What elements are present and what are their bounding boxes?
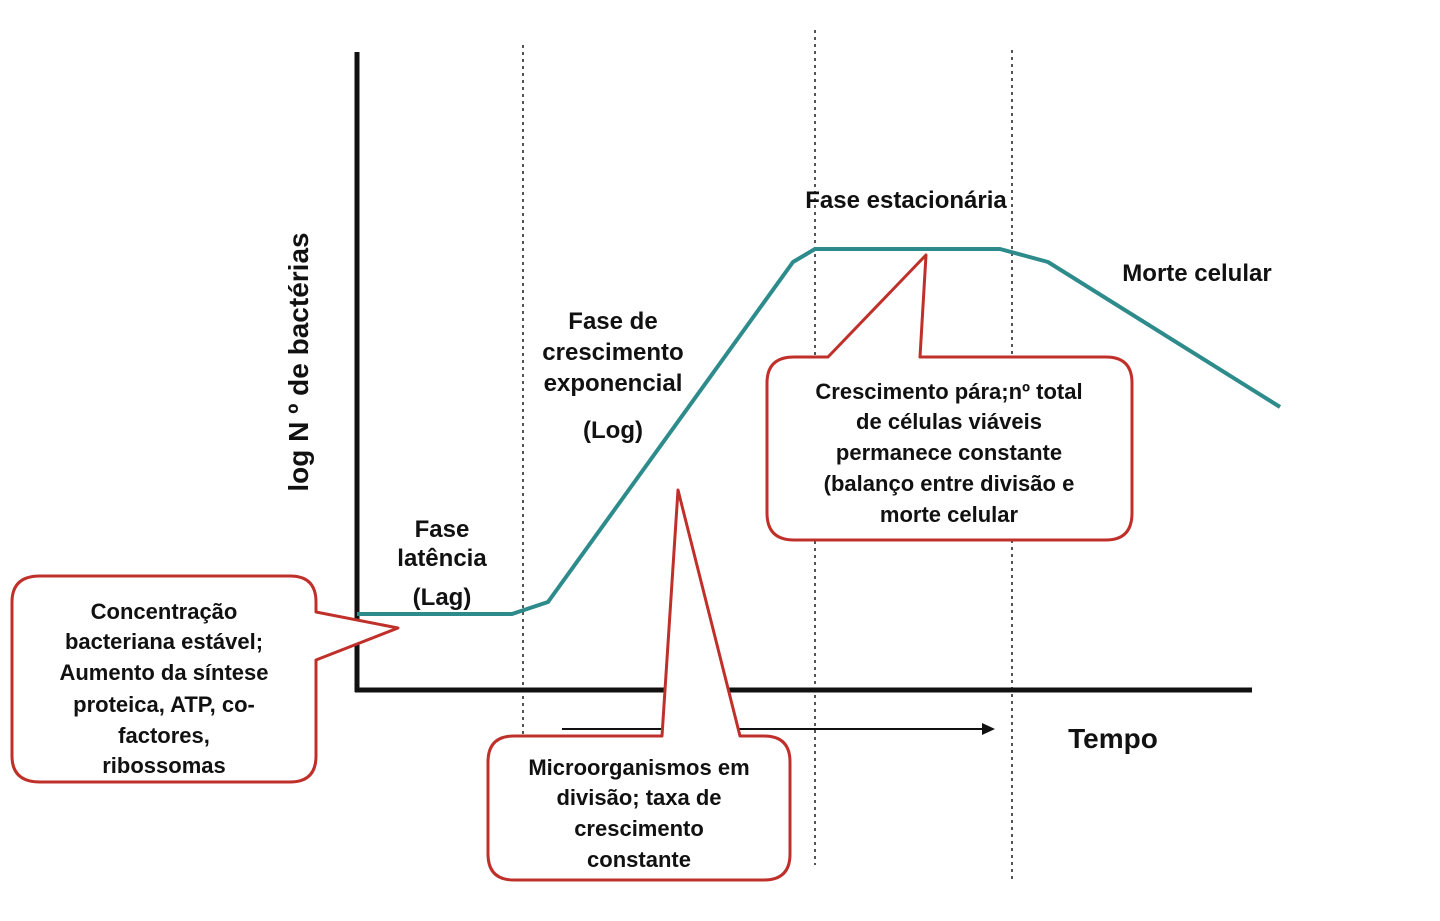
callout-lag-line: bacteriana estável; (65, 629, 263, 654)
callout-stationary-line: permanece constante (836, 440, 1062, 465)
y-axis-label: log N º de bactérias (283, 232, 314, 491)
callout-lag-line: Aumento da síntese (59, 660, 268, 685)
callout-lag-line: Concentração (91, 599, 238, 624)
callout-log-line: Microorganismos em (528, 755, 749, 780)
callout-stationary-line: Crescimento pára;nº total (815, 379, 1082, 404)
callout-stationary-line: (balanço entre divisão e (824, 471, 1075, 496)
callout-lag-line: factores, (118, 723, 210, 748)
callout-log-line: crescimento (574, 816, 704, 841)
callout-stationary-line: morte celular (880, 502, 1019, 527)
phase-log-line: (Log) (583, 417, 643, 444)
time-arrow-head (982, 723, 995, 735)
phase-log-line: crescimento (542, 339, 683, 366)
callout-stationary-line: de células viáveis (856, 409, 1042, 434)
phase-label-death: Morte celular (1122, 260, 1271, 287)
phase-lag-line: latência (397, 545, 487, 572)
phase-lag-line: (Lag) (413, 584, 472, 611)
callout-log-bubble (486, 488, 792, 882)
phase-lag-line: Fase (415, 516, 470, 543)
phase-log-line: exponencial (544, 370, 683, 397)
growth-curve (357, 247, 1282, 616)
callout-lag-bubble (10, 574, 400, 784)
callout-log-line: constante (587, 847, 691, 872)
phase-log-line: Fase de (568, 308, 657, 335)
callout-stationary-bubble (765, 253, 1134, 542)
phase-label-log: Fase de crescimento exponencial (Log) (542, 308, 683, 444)
callout-stationary-text: Crescimento pára;nº total de células viá… (815, 379, 1082, 527)
phase-label-lag: Fase latência (Lag) (397, 516, 487, 611)
callout-lag-line: ribossomas (102, 753, 226, 778)
phase-label-stationary: Fase estacionária (805, 187, 1007, 214)
x-axis-label: Tempo (1068, 723, 1158, 754)
callout-log-text: Microorganismos em divisão; taxa de cres… (528, 755, 749, 872)
callout-lag-text: Concentração bacteriana estável; Aumento… (59, 599, 268, 778)
callout-lag-line: proteica, ATP, co- (73, 692, 255, 717)
callout-log-line: divisão; taxa de (556, 785, 721, 810)
